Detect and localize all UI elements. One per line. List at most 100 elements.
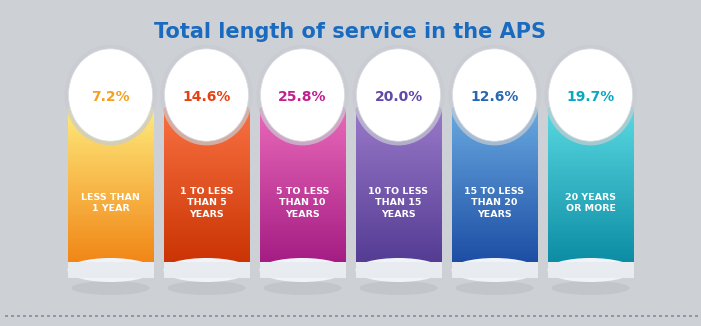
Bar [451,263,538,265]
Bar [355,245,442,246]
Bar [425,315,428,317]
Bar [163,166,250,168]
Bar [215,315,218,317]
Bar [451,242,538,244]
Bar [67,162,154,164]
Bar [163,223,250,225]
Bar [67,261,154,262]
Bar [451,267,538,269]
Bar [259,269,346,271]
Bar [323,315,326,317]
Bar [451,193,538,195]
Bar [451,190,538,192]
Bar [67,213,154,215]
Bar [259,191,346,193]
Bar [451,209,538,211]
Bar [67,175,154,177]
Bar [451,226,538,228]
Bar [259,117,346,118]
Bar [259,171,346,173]
Bar [259,234,346,236]
Bar [497,315,500,317]
Bar [355,118,442,120]
Bar [163,189,250,190]
Bar [547,150,634,152]
Bar [259,247,346,249]
Bar [163,155,250,157]
Bar [67,194,154,196]
Bar [67,154,154,156]
Bar [547,201,634,202]
Bar [163,207,250,209]
Bar [355,171,442,173]
Bar [259,241,346,243]
Ellipse shape [355,99,442,121]
Bar [355,111,442,113]
Bar [317,315,320,317]
Bar [67,157,154,158]
Bar [547,257,634,259]
Bar [355,130,442,132]
Bar [491,315,494,317]
Bar [259,202,346,204]
Bar [259,129,346,130]
Bar [355,113,442,114]
Bar [451,182,538,184]
Bar [355,246,442,248]
Bar [547,190,634,192]
Bar [355,247,442,249]
Bar [259,261,346,262]
Bar [259,130,346,132]
Bar [695,315,698,317]
Bar [355,174,442,176]
Bar [355,202,442,204]
Bar [547,149,634,151]
Bar [163,219,250,221]
Bar [163,249,250,250]
Bar [163,215,250,217]
Bar [451,250,538,252]
Bar [547,194,634,196]
Bar [299,315,302,317]
Bar [547,197,634,199]
Bar [163,121,250,123]
Bar [77,315,80,317]
Bar [163,159,250,161]
Bar [89,315,92,317]
Bar [355,259,442,261]
Bar [259,203,346,205]
Ellipse shape [545,45,637,145]
Bar [355,249,442,250]
Bar [547,169,634,170]
Bar [355,142,442,144]
Bar [547,113,634,114]
Bar [451,251,538,253]
Bar [547,259,634,261]
Bar [503,315,506,317]
Bar [209,315,212,317]
Bar [131,315,134,317]
Bar [5,315,8,317]
Bar [67,193,154,195]
Bar [11,315,14,317]
Bar [355,179,442,181]
Bar [163,211,250,213]
Bar [67,225,154,227]
Bar [149,315,152,317]
Bar [451,113,538,114]
Bar [355,207,442,209]
Bar [521,315,524,317]
Bar [451,245,538,246]
Bar [67,229,154,230]
Bar [259,199,346,201]
Bar [355,126,442,128]
Bar [355,241,442,243]
Bar [451,174,538,176]
Bar [547,267,634,269]
Bar [269,315,272,317]
Bar [547,255,634,257]
Bar [355,185,442,186]
Bar [451,235,538,237]
Bar [547,242,634,244]
Bar [547,155,634,157]
